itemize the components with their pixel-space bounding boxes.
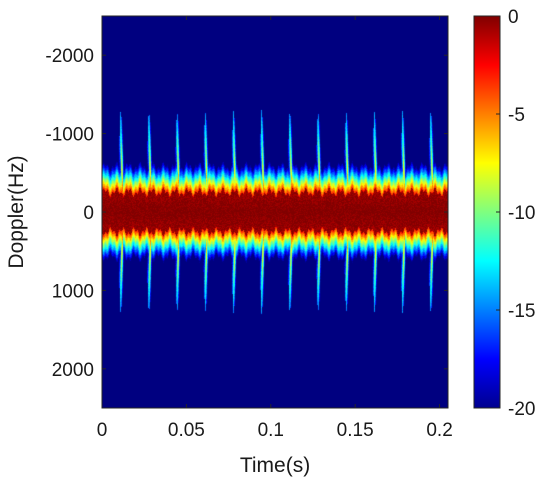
y-axis-label: Doppler(Hz) [5, 155, 28, 268]
colorbar-ticks: 0 -5 -10 -15 -20 [496, 7, 535, 420]
colorbar-tick-label: -10 [508, 203, 535, 224]
x-tick-label: 0.05 [168, 420, 205, 441]
x-axis-ticks: 0 0.05 0.1 0.15 0.2 [97, 16, 453, 441]
x-tick-label: 0.1 [258, 420, 284, 441]
colorbar-tick-label: -5 [508, 105, 525, 126]
y-tick-label: -2000 [45, 46, 94, 67]
y-tick-label: 1000 [52, 281, 94, 302]
x-tick-label: 0.2 [426, 420, 452, 441]
colorbar-tick-label: -20 [508, 399, 535, 420]
y-tick-label: 0 [83, 203, 94, 224]
y-axis-ticks: -2000 -1000 0 1000 2000 [45, 46, 448, 381]
plot-area [102, 16, 448, 408]
spectrogram-heatmap [102, 16, 448, 408]
y-tick-label: -1000 [45, 125, 94, 146]
x-tick-label: 0 [97, 420, 108, 441]
colorbar-tick-label: -15 [508, 301, 535, 322]
x-axis-label: Time(s) [240, 454, 310, 477]
y-tick-label: 2000 [52, 360, 94, 381]
x-tick-label: 0.15 [337, 420, 374, 441]
colorbar-tick-label: 0 [508, 7, 519, 28]
